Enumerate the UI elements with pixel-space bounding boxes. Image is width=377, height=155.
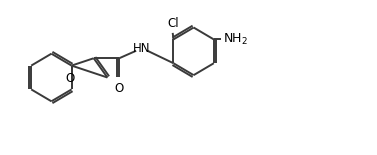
Text: O: O xyxy=(66,72,75,85)
Text: Cl: Cl xyxy=(167,17,179,30)
Text: HN: HN xyxy=(133,42,150,55)
Text: NH$_2$: NH$_2$ xyxy=(223,32,248,47)
Text: O: O xyxy=(115,82,124,95)
